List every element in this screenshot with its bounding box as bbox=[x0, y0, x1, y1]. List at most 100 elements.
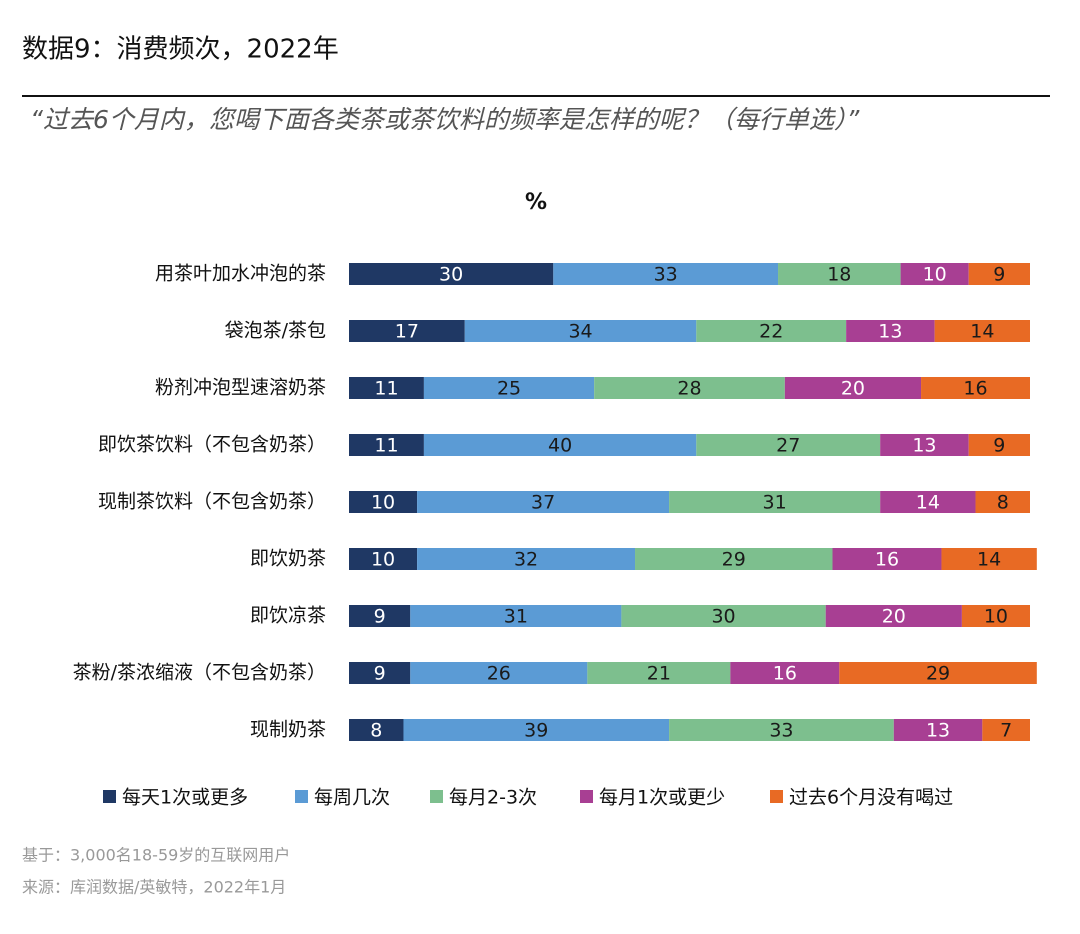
data-label: 20 bbox=[841, 378, 865, 400]
bar-segment bbox=[975, 491, 1030, 513]
legend-label: 每月1次或更少 bbox=[599, 787, 725, 809]
bar-segment bbox=[968, 263, 1030, 285]
y-tick-label: 即饮奶茶 bbox=[250, 548, 326, 570]
bar-segment bbox=[349, 605, 411, 627]
legend-swatch bbox=[430, 790, 443, 803]
unit-label: % bbox=[525, 190, 547, 215]
data-label: 37 bbox=[531, 492, 555, 514]
y-tick-label: 茶粉/茶浓缩液（不包含奶茶） bbox=[73, 662, 326, 684]
data-label: 18 bbox=[827, 264, 851, 286]
subtitle: “过去6个月内，您喝下面各类茶或茶饮料的频率是怎样的呢？（每行单选）” bbox=[30, 105, 860, 134]
bar-segment bbox=[417, 548, 636, 570]
bar-segment bbox=[349, 434, 424, 456]
data-label: 10 bbox=[371, 492, 395, 514]
data-label: 10 bbox=[984, 606, 1008, 628]
data-label: 28 bbox=[677, 378, 701, 400]
bar-segment bbox=[587, 662, 731, 684]
legend-label: 每天1次或更多 bbox=[122, 787, 248, 809]
data-label: 34 bbox=[568, 321, 592, 343]
data-label: 16 bbox=[773, 663, 797, 685]
bar-segment bbox=[880, 491, 976, 513]
data-label: 20 bbox=[882, 606, 906, 628]
data-label: 33 bbox=[769, 720, 793, 742]
data-label: 14 bbox=[977, 549, 1001, 571]
data-label: 17 bbox=[395, 321, 419, 343]
data-label: 27 bbox=[776, 435, 800, 457]
data-label: 16 bbox=[875, 549, 899, 571]
bar-segment bbox=[635, 548, 833, 570]
legend-swatch bbox=[580, 790, 593, 803]
bar-segment bbox=[403, 719, 670, 741]
data-label: 22 bbox=[759, 321, 783, 343]
bar-segment bbox=[921, 377, 1030, 399]
data-label: 26 bbox=[487, 663, 511, 685]
data-label: 21 bbox=[647, 663, 671, 685]
data-label: 16 bbox=[963, 378, 987, 400]
data-label: 10 bbox=[923, 264, 947, 286]
legend-swatch bbox=[295, 790, 308, 803]
bar-segment bbox=[846, 320, 935, 342]
bar-segment bbox=[349, 263, 554, 285]
y-tick-label: 现制茶饮料（不包含奶茶） bbox=[98, 491, 326, 513]
data-label: 31 bbox=[763, 492, 787, 514]
bar-segment bbox=[982, 719, 1030, 741]
bar-segment bbox=[423, 434, 697, 456]
note: 来源：库润数据/英敏特，2022年1月 bbox=[22, 878, 286, 897]
bar-segment bbox=[349, 320, 465, 342]
y-tick-label: 即饮凉茶 bbox=[250, 605, 326, 627]
bar-segment bbox=[778, 263, 901, 285]
y-tick-label: 现制奶茶 bbox=[250, 719, 326, 741]
bar-segment bbox=[934, 320, 1030, 342]
bar-segment bbox=[349, 491, 418, 513]
data-label: 13 bbox=[878, 321, 902, 343]
data-label: 30 bbox=[439, 264, 463, 286]
data-label: 9 bbox=[993, 264, 1005, 286]
data-label: 30 bbox=[711, 606, 735, 628]
bar-segment bbox=[669, 719, 894, 741]
legend-label: 过去6个月没有喝过 bbox=[789, 787, 953, 809]
y-tick-label: 用茶叶加水冲泡的茶 bbox=[155, 263, 326, 285]
bar-segment bbox=[832, 548, 942, 570]
bar-segment bbox=[349, 719, 404, 741]
data-label: 7 bbox=[1000, 720, 1012, 742]
bar-segment bbox=[410, 662, 588, 684]
legend-swatch bbox=[103, 790, 116, 803]
data-label: 9 bbox=[374, 663, 386, 685]
legend-label: 每周几次 bbox=[314, 787, 390, 809]
bar-segment bbox=[839, 662, 1037, 684]
bar-segment bbox=[730, 662, 840, 684]
data-label: 13 bbox=[926, 720, 950, 742]
data-label: 9 bbox=[374, 606, 386, 628]
bar-segment bbox=[423, 377, 595, 399]
data-label: 14 bbox=[970, 321, 994, 343]
data-label: 31 bbox=[504, 606, 528, 628]
bar-segment bbox=[968, 434, 1030, 456]
data-label: 8 bbox=[370, 720, 382, 742]
bar-segment bbox=[696, 434, 881, 456]
bar-segment bbox=[669, 491, 881, 513]
bar-segment bbox=[349, 548, 418, 570]
chart-title: 数据9：消费频次，2022年 bbox=[22, 35, 339, 65]
data-label: 11 bbox=[374, 435, 398, 457]
data-label: 29 bbox=[722, 549, 746, 571]
bar-segment bbox=[784, 377, 922, 399]
data-label: 40 bbox=[548, 435, 572, 457]
bar-segment bbox=[594, 377, 785, 399]
bar-segment bbox=[825, 605, 962, 627]
y-tick-label: 粉剂冲泡型速溶奶茶 bbox=[155, 377, 326, 399]
bar-segment bbox=[553, 263, 779, 285]
bar-segment bbox=[961, 605, 1030, 627]
bar-segment bbox=[349, 377, 424, 399]
data-label: 9 bbox=[993, 435, 1005, 457]
bar-segment bbox=[880, 434, 969, 456]
bar-segment bbox=[417, 491, 670, 513]
y-tick-label: 袋泡茶/茶包 bbox=[225, 320, 326, 342]
data-label: 33 bbox=[654, 264, 678, 286]
data-label: 8 bbox=[997, 492, 1009, 514]
bar-segment bbox=[893, 719, 983, 741]
note: 基于：3,000名18-59岁的互联网用户 bbox=[22, 846, 290, 865]
bar-segment bbox=[410, 605, 622, 627]
bar-segment bbox=[696, 320, 847, 342]
